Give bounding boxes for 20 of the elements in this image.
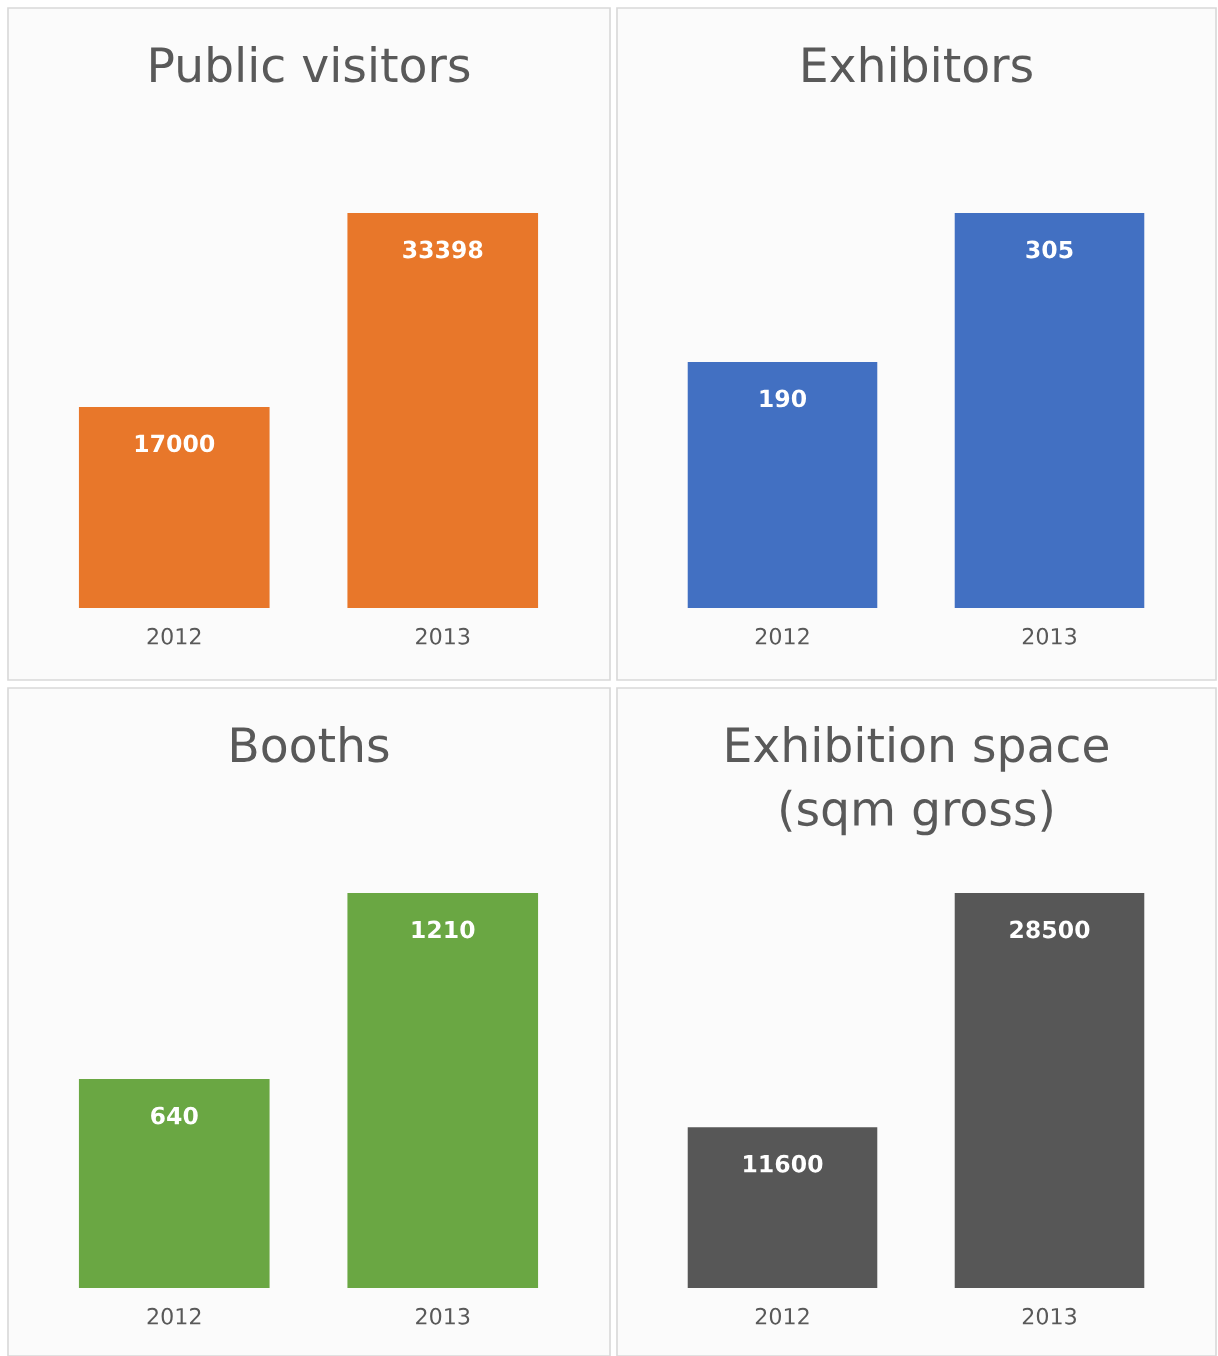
data-label: 11600: [744, 1154, 823, 1173]
x-tick-label: 2013: [1022, 627, 1076, 645]
chart-title: Public visitors: [151, 46, 470, 83]
x-tick-label: 2012: [755, 627, 809, 645]
x-tick-label: 2012: [147, 627, 201, 645]
data-label: 33398: [403, 240, 483, 259]
data-label: 17000: [135, 434, 215, 453]
x-tick-label: 2013: [416, 1307, 470, 1325]
x-tick-label: 2012: [147, 1307, 201, 1325]
data-label: 1210: [412, 920, 475, 939]
data-label: 640: [151, 1106, 198, 1125]
data-label: 190: [760, 389, 807, 408]
chart-title: Exhibitors: [803, 46, 1032, 83]
chart-title: Exhibition space (sqm gross): [727, 726, 1108, 836]
x-tick-label: 2012: [755, 1307, 809, 1325]
x-tick-label: 2013: [1022, 1307, 1076, 1325]
data-label: 28500: [1010, 920, 1090, 939]
x-tick-label: 2013: [416, 627, 470, 645]
data-label: 305: [1026, 240, 1073, 259]
chart-title: Booths: [232, 726, 389, 763]
